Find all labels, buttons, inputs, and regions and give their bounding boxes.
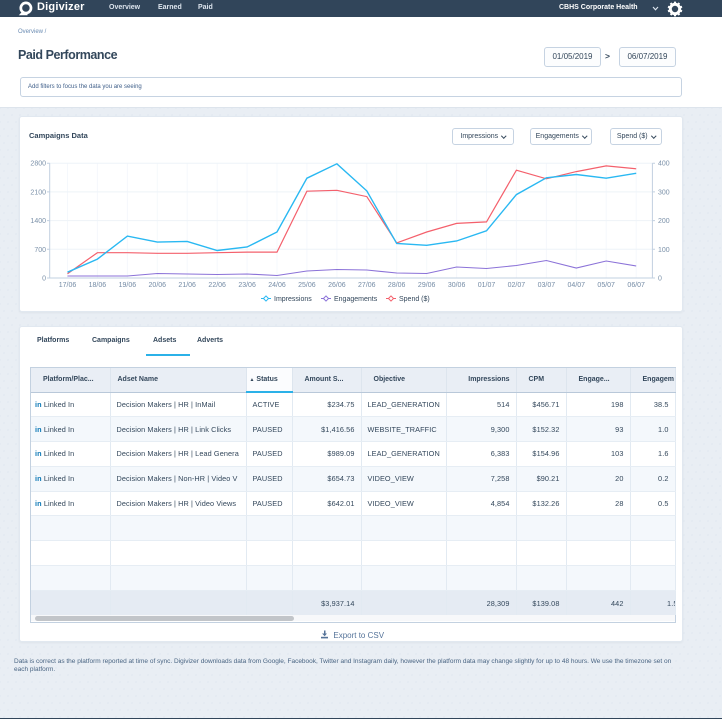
svg-text:24/06: 24/06 [268,282,286,289]
svg-text:700: 700 [34,246,46,253]
svg-text:30/06: 30/06 [448,282,466,289]
svg-text:400: 400 [658,160,670,167]
svg-text:01/07: 01/07 [478,282,496,289]
svg-text:02/07: 02/07 [508,282,526,289]
svg-text:29/06: 29/06 [418,282,436,289]
svg-text:04/07: 04/07 [568,282,586,289]
svg-text:05/07: 05/07 [597,282,615,289]
svg-text:Impressions: Impressions [274,296,312,303]
svg-text:25/06: 25/06 [298,282,316,289]
svg-text:200: 200 [658,218,670,225]
svg-text:22/06: 22/06 [208,282,226,289]
svg-text:18/06: 18/06 [89,282,107,289]
svg-text:2100: 2100 [30,189,46,196]
svg-text:Spend ($): Spend ($) [399,296,430,303]
svg-text:21/06: 21/06 [178,282,196,289]
svg-text:26/06: 26/06 [328,282,346,289]
svg-text:06/07: 06/07 [627,282,645,289]
svg-text:100: 100 [658,246,670,253]
svg-text:27/06: 27/06 [358,282,376,289]
svg-text:Engagements: Engagements [334,296,378,303]
svg-text:23/06: 23/06 [238,282,256,289]
svg-text:17/06: 17/06 [59,282,77,289]
svg-text:1400: 1400 [30,218,46,225]
svg-text:28/06: 28/06 [388,282,406,289]
svg-text:300: 300 [658,189,670,196]
svg-text:2800: 2800 [30,160,46,167]
svg-text:19/06: 19/06 [119,282,137,289]
svg-text:03/07: 03/07 [538,282,556,289]
svg-text:0: 0 [42,275,46,282]
svg-text:0: 0 [658,275,662,282]
svg-text:20/06: 20/06 [149,282,167,289]
